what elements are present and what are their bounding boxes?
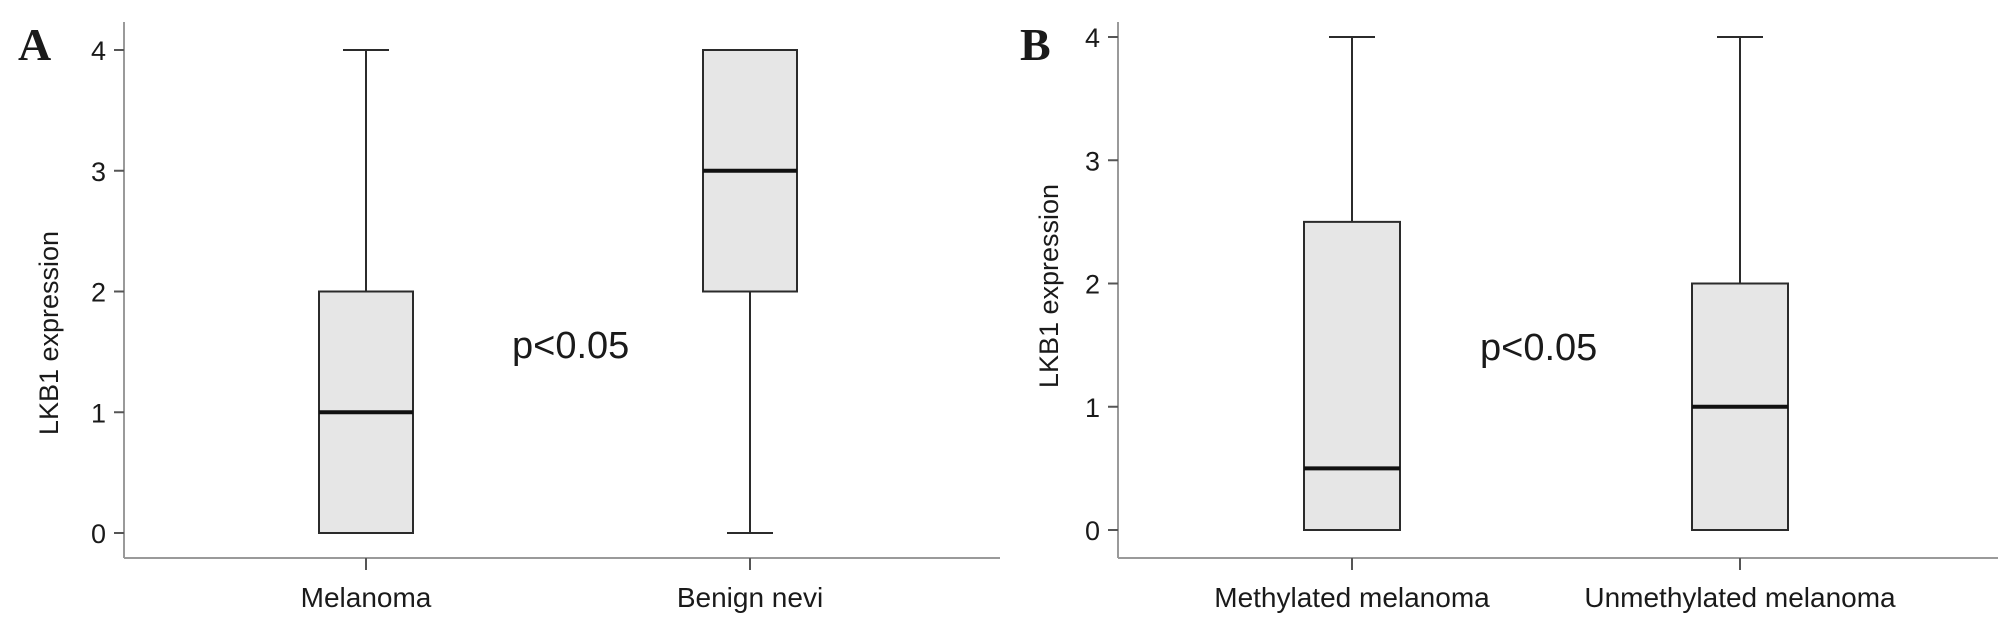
x-categories-a: Melanoma Benign nevi — [301, 558, 823, 613]
y-ticks-b: 0 1 2 3 4 — [1085, 22, 1998, 559]
y-tick-label: 1 — [1085, 393, 1100, 423]
box-1 — [318, 49, 414, 534]
panel-a: A LKB1 expression 0 1 2 3 4 Melanoma Benign n… — [18, 19, 1000, 613]
p-value-annotation-b: p<0.05 — [1480, 327, 1597, 369]
box-1 — [1303, 36, 1401, 531]
box-2 — [702, 49, 798, 534]
y-tick-label: 3 — [91, 157, 106, 187]
boxes-b — [1303, 36, 1789, 531]
y-tick-label: 0 — [1085, 516, 1100, 546]
x-category-label: Benign nevi — [677, 582, 823, 613]
y-axis-title-b: LKB1 expression — [1034, 184, 1064, 388]
iqr-box — [1303, 220, 1401, 531]
y-tick-label: 2 — [1085, 270, 1100, 300]
panel-letter-a: A — [18, 19, 51, 70]
y-axis-title-a: LKB1 expression — [34, 231, 64, 435]
y-tick-label: 0 — [91, 519, 106, 549]
y-tick-label: 4 — [1085, 23, 1100, 53]
y-tick-label: 4 — [91, 36, 106, 66]
panel-b: B LKB1 expression 0 1 2 3 4 Methylated melan… — [1020, 19, 1998, 613]
boxes-a — [318, 49, 798, 534]
y-tick-label: 2 — [91, 278, 106, 308]
box-2 — [1691, 36, 1789, 531]
y-tick-label: 3 — [1085, 146, 1100, 176]
x-categories-b: Methylated melanoma Unmethylated melanoma — [1214, 558, 1896, 613]
x-category-label: Melanoma — [301, 582, 432, 613]
y-tick-label: 1 — [91, 398, 106, 428]
p-value-annotation-a: p<0.05 — [512, 325, 629, 367]
y-ticks-a: 0 1 2 3 4 — [91, 22, 1000, 559]
panel-letter-b: B — [1020, 19, 1051, 70]
x-category-label: Unmethylated melanoma — [1584, 582, 1896, 613]
x-category-label: Methylated melanoma — [1214, 582, 1490, 613]
